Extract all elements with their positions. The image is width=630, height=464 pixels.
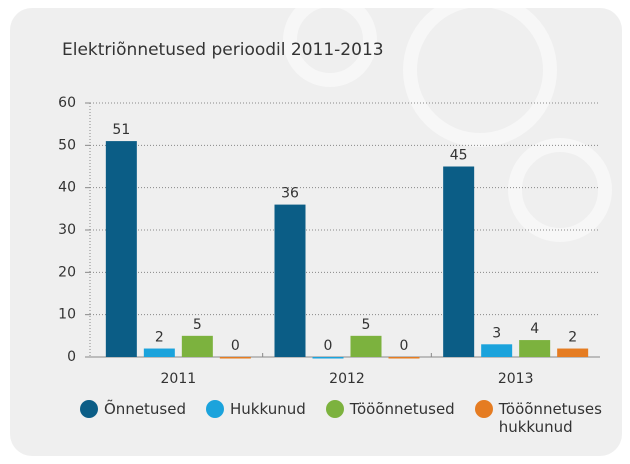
legend: Õnnetused Hukkunud Tööõnnetused Tööõnnetuse… xyxy=(80,400,620,436)
legend-label: Hukkunud xyxy=(230,400,306,418)
legend-swatch xyxy=(325,400,344,418)
bar xyxy=(481,344,513,357)
legend-item: Õnnetused xyxy=(80,400,186,436)
legend-label: Tööõnnetused xyxy=(349,400,455,418)
value-label: 0 xyxy=(324,338,333,354)
y-tick-label: 50 xyxy=(58,137,76,153)
y-tick-label: 60 xyxy=(58,95,76,111)
value-label: 5 xyxy=(362,317,371,333)
x-tick-label: 2013 xyxy=(498,371,534,387)
gear-decoration xyxy=(283,0,612,242)
y-tick-label: 10 xyxy=(58,307,76,323)
legend-swatch xyxy=(206,400,225,418)
value-label: 0 xyxy=(400,338,409,354)
bar xyxy=(350,335,382,357)
bar xyxy=(143,348,175,357)
bar xyxy=(388,357,420,359)
x-tick-label: 2011 xyxy=(161,371,197,387)
value-label: 45 xyxy=(450,148,468,164)
value-label: 2 xyxy=(568,330,577,346)
y-tick-label: 20 xyxy=(58,264,76,280)
x-tick-label: 2012 xyxy=(329,371,365,387)
y-tick-label: 40 xyxy=(58,180,76,196)
value-label: 4 xyxy=(530,321,539,337)
legend-item: Hukkunud xyxy=(206,400,306,436)
value-label: 51 xyxy=(112,122,130,138)
value-label: 0 xyxy=(231,338,240,354)
legend-item: Tööõnnetuses hukkunud xyxy=(474,400,602,436)
chart-title: Elektriõnnetused perioodil 2011-2013 xyxy=(62,40,384,60)
value-label: 3 xyxy=(492,325,501,341)
legend-label: Õnnetused xyxy=(104,400,187,418)
legend-item: Tööõnnetused xyxy=(325,400,455,436)
bar xyxy=(274,204,306,357)
bar xyxy=(219,357,251,359)
bar xyxy=(181,335,213,357)
value-label: 5 xyxy=(193,317,202,333)
bar xyxy=(105,141,137,357)
bar xyxy=(443,166,475,357)
bar xyxy=(519,340,551,357)
legend-label: Tööõnnetuses hukkunud xyxy=(498,400,602,436)
bar xyxy=(312,357,344,359)
value-label: 2 xyxy=(155,330,164,346)
y-tick-label: 0 xyxy=(67,349,76,365)
legend-swatch xyxy=(80,400,98,418)
bar xyxy=(557,348,589,357)
y-tick-label: 30 xyxy=(58,222,76,238)
legend-swatch xyxy=(474,400,493,418)
value-label: 36 xyxy=(281,186,299,202)
